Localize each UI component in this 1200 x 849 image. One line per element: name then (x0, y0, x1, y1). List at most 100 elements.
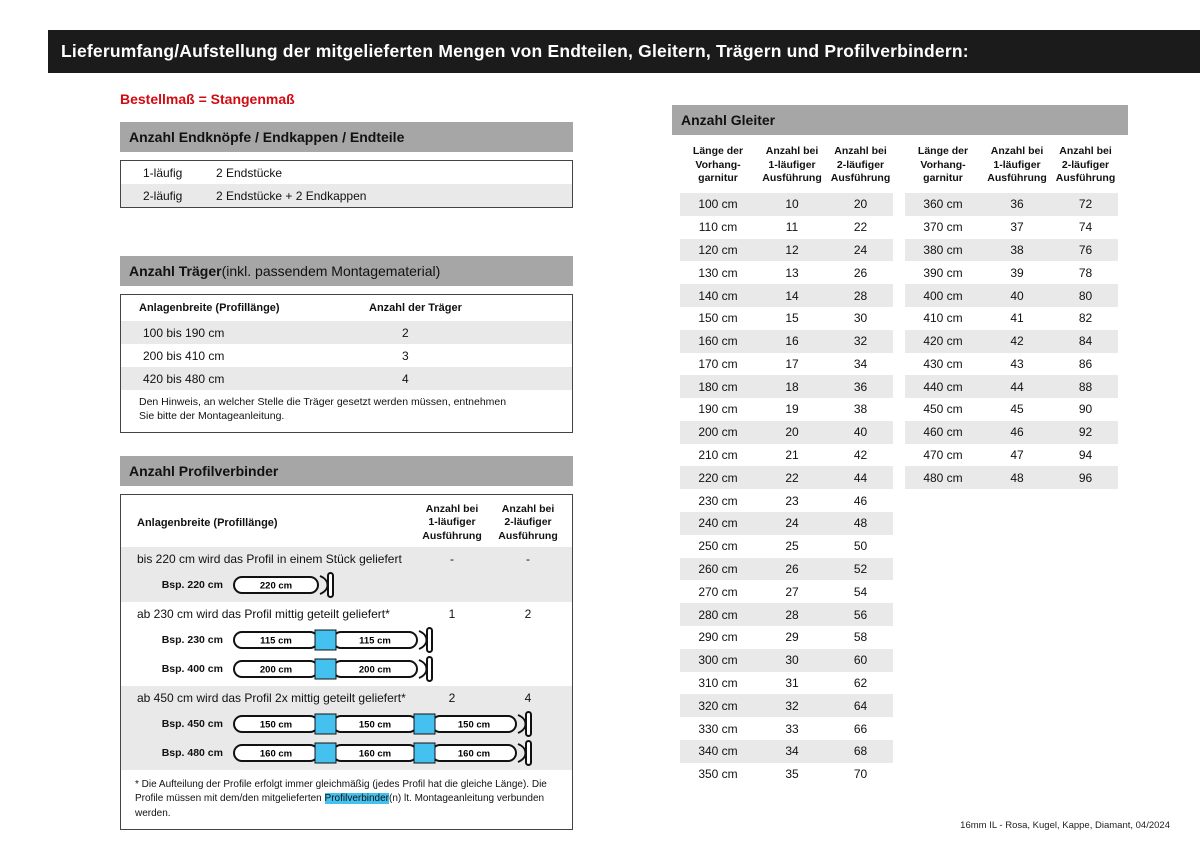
count-1laufig: 37 (1010, 220, 1024, 235)
gleiter-row: 100 cm 10 20 (680, 192, 893, 216)
count-1laufig: 38 (1010, 242, 1024, 257)
example-label: Bsp. 450 cm (161, 718, 223, 731)
endteile-table: 1-läufig 2 Endstücke 2-läufig 2 Endstücke +… (120, 160, 573, 208)
count-1laufig: 2 (448, 690, 456, 705)
count-1laufig: 29 (785, 630, 799, 645)
traeger-count: 2 (402, 325, 409, 340)
count-2laufig: 48 (853, 516, 868, 531)
end-piece-icon (418, 659, 428, 680)
count-1laufig: 32 (785, 698, 799, 713)
anlagenbreite-value: 420 bis 480 cm (143, 371, 225, 386)
count-1laufig: 12 (785, 242, 799, 257)
rod-segment-length: 150 cm (260, 720, 292, 731)
count-2laufig: 20 (853, 197, 868, 212)
count-2laufig: 68 (853, 744, 868, 759)
laufigkeit-label: 2-läufig (143, 188, 183, 203)
count-2laufig: 66 (853, 721, 868, 736)
count-2laufig: 58 (853, 630, 868, 645)
anlagenbreite-value: 100 bis 190 cm (143, 325, 225, 340)
profil-example: Bsp. 400 cm 200 cm 200 cm (121, 655, 572, 684)
count-2laufig: 82 (1078, 311, 1093, 326)
count-2laufig: 56 (853, 607, 868, 622)
count-1laufig: 31 (785, 676, 799, 691)
profil-sections: bis 220 cm wird das Profil in einem Stüc… (121, 546, 572, 770)
count-1laufig: 46 (1010, 425, 1024, 440)
length-value: 410 cm (923, 311, 963, 326)
end-piece-bar-icon (426, 627, 433, 654)
gleiter-row: 460 cm 46 92 (905, 420, 1118, 444)
count-2laufig: 94 (1078, 448, 1093, 463)
traeger-count: 3 (402, 348, 409, 363)
count-1laufig: 19 (785, 402, 799, 417)
length-value: 380 cm (923, 242, 963, 257)
count-1laufig: 21 (785, 448, 799, 463)
gleiter-row: 220 cm 22 44 (680, 466, 893, 490)
profil-col3-header: Anzahl bei 2-läufiger Ausführung (498, 503, 558, 542)
count-1laufig: 40 (1010, 288, 1024, 303)
gleiter-row: 320 cm 32 64 (680, 694, 893, 718)
anlagenbreite-value: 200 bis 410 cm (143, 348, 225, 363)
gleiter-col-1laufig-header: Anzahl bei 1-läufiger Ausführung (762, 145, 822, 185)
footnote-text-pre: * Die Aufteilung der Profile erfolgt imm… (135, 778, 547, 805)
section-header-traeger: Anzahl Träger (inkl. passendem Montagema… (120, 256, 573, 286)
example-label: Bsp. 220 cm (161, 579, 223, 592)
length-value: 350 cm (698, 767, 738, 782)
length-value: 430 cm (923, 356, 963, 371)
profil-section: bis 220 cm wird das Profil in einem Stüc… (121, 546, 572, 602)
rod-segment-length: 150 cm (359, 720, 391, 731)
profil-footnote: * Die Aufteilung der Profile erfolgt imm… (121, 770, 572, 830)
endteile-value: 2 Endstücke (216, 165, 283, 180)
gleiter-row: 310 cm 31 62 (680, 672, 893, 695)
count-1laufig: 28 (785, 607, 799, 622)
rod-segment-length: 150 cm (458, 720, 490, 731)
profilverbinder-table: Anlagenbreite (Profillänge) Anzahl bei 1… (120, 494, 573, 831)
gleiter-row: 480 cm 48 96 (905, 466, 1118, 490)
count-2laufig: 72 (1078, 197, 1093, 212)
section-header-traeger-rest: (inkl. passendem Montagematerial) (221, 263, 441, 279)
count-2laufig: 28 (853, 288, 868, 303)
end-piece-bar-icon (426, 656, 433, 683)
count-2laufig: 42 (853, 448, 868, 463)
length-value: 340 cm (698, 744, 738, 759)
profil-rule-line: ab 230 cm wird das Profil mittig geteilt… (121, 602, 572, 626)
count-1laufig: 16 (785, 334, 799, 349)
count-1laufig: 25 (785, 539, 799, 554)
count-2laufig: 2 (524, 606, 532, 621)
end-piece-bar-icon (327, 572, 334, 599)
count-1laufig: 23 (785, 493, 799, 508)
gleiter-row: 160 cm 16 32 (680, 329, 893, 353)
traeger-table-header: Anlagenbreite (Profillänge) Anzahl der T… (121, 295, 572, 321)
length-value: 300 cm (698, 653, 738, 668)
rod-segment-length: 200 cm (359, 665, 391, 676)
count-2laufig: 38 (853, 402, 868, 417)
count-1laufig: 27 (785, 584, 799, 599)
count-2laufig: 46 (853, 493, 868, 508)
gleiter-row: 120 cm 12 24 (680, 238, 893, 262)
gleiter-col-length-header: Länge der Vorhang- garnitur (692, 145, 744, 185)
profil-section: ab 450 cm wird das Profil 2x mittig gete… (121, 685, 572, 770)
gleiter-table-right: Länge der Vorhang- garnitur Anzahl bei 1… (905, 145, 1118, 786)
section-header-traeger-bold: Anzahl Träger (129, 263, 222, 279)
gleiter-row: 340 cm 34 68 (680, 740, 893, 763)
length-value: 140 cm (698, 288, 738, 303)
end-piece-icon (418, 630, 428, 651)
end-piece-icon (319, 575, 329, 596)
gleiter-row: 270 cm 27 54 (680, 580, 893, 603)
profilverbinder-connector (413, 742, 436, 764)
profile-rod-diagram: 160 cm 160 cm 160 cm (233, 740, 532, 767)
section-header-endteile: Anzahl Endknöpfe / Endkappen / Endteile (120, 122, 573, 152)
example-label: Bsp. 230 cm (161, 634, 223, 647)
length-value: 180 cm (698, 379, 738, 394)
count-2laufig: 90 (1078, 402, 1093, 417)
gleiter-row: 420 cm 42 84 (905, 329, 1118, 353)
length-value: 130 cm (698, 265, 738, 280)
count-2laufig: 26 (853, 265, 868, 280)
endteile-row: 1-läufig 2 Endstücke (121, 161, 572, 184)
end-piece-bar-icon (525, 711, 532, 738)
subtitle-bestellmass: Bestellmaß = Stangenmaß (120, 91, 295, 107)
gleiter-row: 200 cm 20 40 (680, 420, 893, 444)
example-label: Bsp. 400 cm (161, 663, 223, 676)
profilverbinder-connector (314, 713, 337, 735)
length-value: 460 cm (923, 425, 963, 440)
length-value: 400 cm (923, 288, 963, 303)
